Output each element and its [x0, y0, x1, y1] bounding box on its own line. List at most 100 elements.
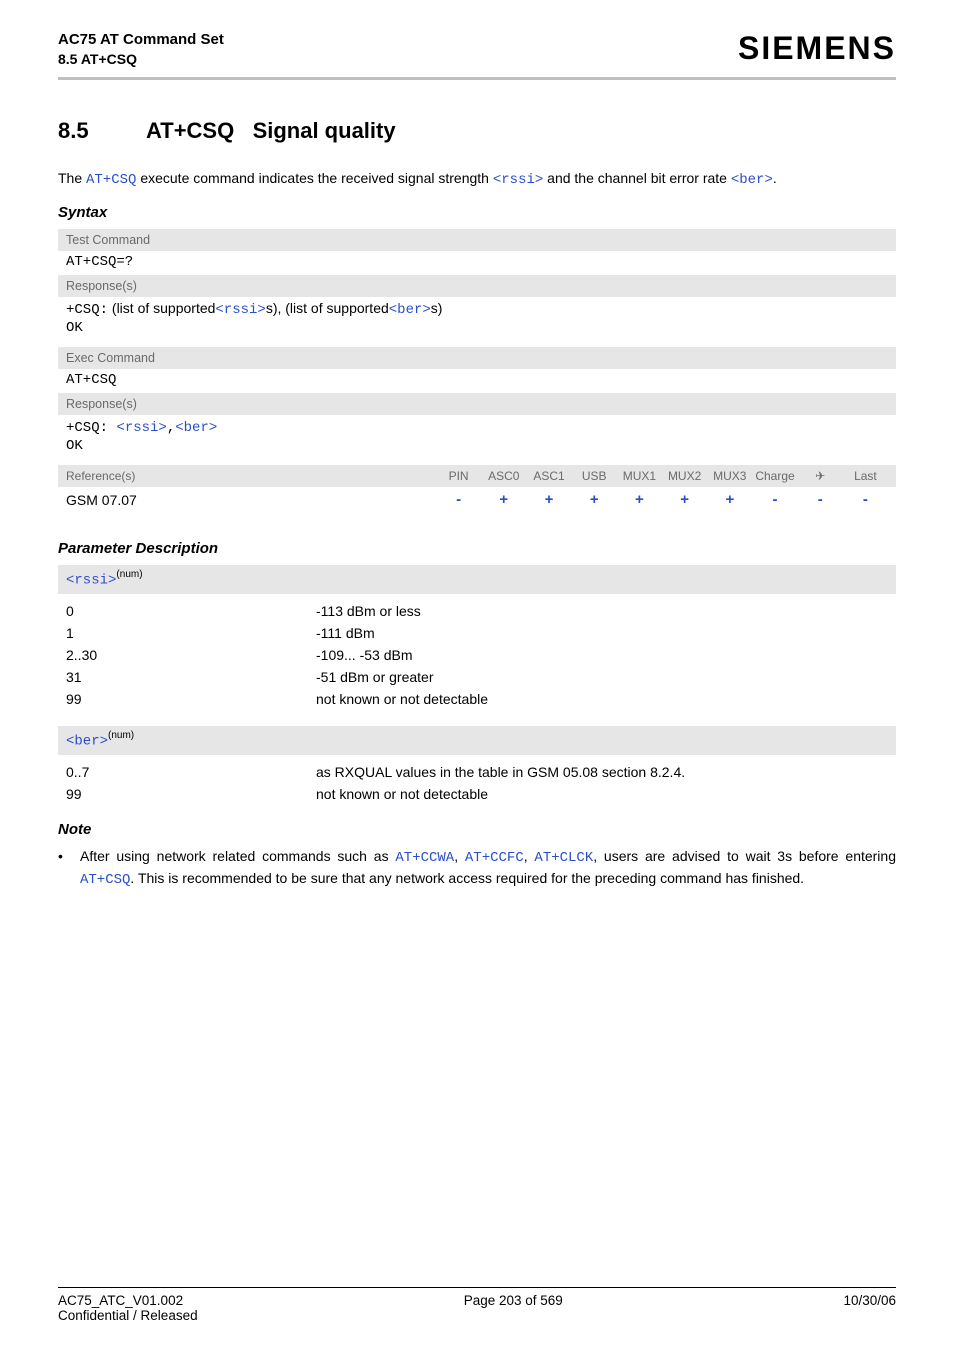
reference-col-value: - [798, 491, 843, 508]
reference-col-value: + [617, 491, 662, 508]
reference-col-value: + [572, 491, 617, 508]
parameter-name-bar: <rssi>(num) [58, 565, 896, 594]
reference-col-value: + [481, 491, 526, 508]
intro-cmd-link[interactable]: AT+CSQ [86, 172, 136, 188]
parameter-key: 31 [66, 669, 316, 685]
test-resp-ber[interactable]: <ber> [389, 302, 431, 318]
parameter-value: not known or not detectable [316, 691, 488, 707]
parameter-type: (num) [116, 569, 142, 580]
reference-col-header: ✈ [798, 469, 843, 483]
exec-resp-comma: , [167, 420, 175, 436]
reference-col-value: + [526, 491, 571, 508]
reference-col-value: + [662, 491, 707, 508]
page-header: AC75 AT Command Set 8.5 AT+CSQ SIEMENS [58, 30, 896, 69]
note-text: After using network related commands suc… [80, 846, 896, 891]
footer-divider [58, 1287, 896, 1288]
note-segment: . This is recommended to be sure that an… [130, 870, 804, 886]
reference-col-header: MUX3 [707, 469, 752, 483]
reference-col-value: - [843, 491, 888, 508]
exec-resp-ber[interactable]: <ber> [175, 420, 217, 436]
reference-col-header: Last [843, 469, 888, 483]
section-heading: 8.5AT+CSQ Signal quality [58, 118, 896, 144]
parameter-block: <rssi>(num)0-113 dBm or less1-111 dBm2..… [58, 565, 896, 712]
note-link-ccfc[interactable]: AT+CCFC [465, 850, 524, 866]
exec-resp-ok: OK [66, 438, 83, 454]
reference-col-header: MUX2 [662, 469, 707, 483]
intro-text: . [773, 170, 777, 186]
reference-col-value: + [707, 491, 752, 508]
exec-command-bar: Exec Command [58, 347, 896, 369]
test-resp-text: s), (list of supported [266, 300, 389, 316]
reference-col-header: ASC0 [481, 469, 526, 483]
intro-param-ber[interactable]: <ber> [731, 172, 773, 188]
reference-value-columns: -++++++--- [436, 491, 888, 508]
footer-left: AC75_ATC_V01.002 [58, 1293, 183, 1308]
exec-resp-rssi[interactable]: <rssi> [116, 420, 166, 436]
parameter-value: as RXQUAL values in the table in GSM 05.… [316, 764, 685, 780]
note-link-clck[interactable]: AT+CLCK [534, 850, 593, 866]
header-left: AC75 AT Command Set 8.5 AT+CSQ [58, 30, 224, 69]
parameter-value: -111 dBm [316, 625, 375, 641]
reference-label: Reference(s) [66, 469, 436, 483]
exec-resp-prefix: +CSQ: [66, 420, 116, 436]
header-divider [58, 77, 896, 80]
parameter-row: 0-113 dBm or less [66, 600, 888, 622]
parameter-name-bar: <ber>(num) [58, 726, 896, 755]
test-response-line: +CSQ: (list of supported<rssi>s), (list … [58, 297, 896, 341]
page-footer: AC75_ATC_V01.002 Page 203 of 569 10/30/0… [58, 1287, 896, 1323]
parameter-row: 2..30-109... -53 dBm [66, 644, 888, 666]
parameter-row: 0..7as RXQUAL values in the table in GSM… [66, 761, 888, 783]
note-heading: Note [58, 821, 896, 838]
reference-col-header: PIN [436, 469, 481, 483]
parameter-row: 1-111 dBm [66, 622, 888, 644]
doc-subtitle: 8.5 AT+CSQ [58, 50, 224, 69]
footer-center: Page 203 of 569 [183, 1293, 843, 1308]
syntax-heading: Syntax [58, 204, 896, 221]
note-segment: , [454, 848, 465, 864]
exec-command-text: AT+CSQ [58, 369, 896, 393]
note-link-ccwa[interactable]: AT+CCWA [395, 850, 454, 866]
reference-col-header: ASC1 [526, 469, 571, 483]
note-segment: , users are advised to wait 3s before en… [593, 848, 896, 864]
test-resp-rssi[interactable]: <rssi> [215, 302, 265, 318]
parameter-key: 2..30 [66, 647, 316, 663]
intro-text: execute command indicates the received s… [136, 170, 492, 186]
parameter-row: 31-51 dBm or greater [66, 666, 888, 688]
bullet-icon: • [58, 846, 80, 891]
note-link-csq[interactable]: AT+CSQ [80, 872, 130, 888]
parameter-key: 0 [66, 603, 316, 619]
note-segment: , [524, 848, 535, 864]
test-command-block: Test Command AT+CSQ=? Response(s) +CSQ: … [58, 229, 896, 341]
note-item: • After using network related commands s… [58, 846, 896, 891]
reference-col-header: Charge [752, 469, 797, 483]
section-number: 8.5 [58, 118, 146, 144]
parameter-key: 0..7 [66, 764, 316, 780]
parameter-row: 99not known or not detectable [66, 688, 888, 710]
parameter-name[interactable]: <rssi> [66, 573, 116, 589]
section-title-text: Signal quality [253, 118, 396, 143]
parameter-name[interactable]: <ber> [66, 734, 108, 750]
parameter-key: 99 [66, 786, 316, 802]
reference-value-label: GSM 07.07 [66, 492, 436, 508]
parameter-key: 99 [66, 691, 316, 707]
reference-columns: PINASC0ASC1USBMUX1MUX2MUX3Charge✈Last [436, 469, 888, 483]
siemens-logo: SIEMENS [738, 30, 896, 67]
footer-right: 10/30/06 [843, 1293, 896, 1308]
test-command-text: AT+CSQ=? [58, 251, 896, 275]
parameter-type: (num) [108, 730, 134, 741]
reference-col-header: USB [572, 469, 617, 483]
parameter-value: -113 dBm or less [316, 603, 421, 619]
reference-header-row: Reference(s) PINASC0ASC1USBMUX1MUX2MUX3C… [58, 465, 896, 487]
section-command: AT+CSQ [146, 118, 234, 143]
intro-param-rssi[interactable]: <rssi> [493, 172, 543, 188]
test-resp-text: (list of supported [108, 300, 215, 316]
test-command-bar: Test Command [58, 229, 896, 251]
exec-command-block: Exec Command AT+CSQ Response(s) +CSQ: <r… [58, 347, 896, 459]
parameter-value: -109... -53 dBm [316, 647, 413, 663]
parameter-block: <ber>(num) 0..7as RXQUAL values in the ta… [58, 726, 896, 807]
parameter-heading: Parameter Description [58, 540, 896, 557]
reference-col-header: MUX1 [617, 469, 662, 483]
footer-doc-id: AC75_ATC_V01.002 [58, 1293, 183, 1308]
reference-block: Reference(s) PINASC0ASC1USBMUX1MUX2MUX3C… [58, 465, 896, 514]
note-list: • After using network related commands s… [58, 846, 896, 891]
